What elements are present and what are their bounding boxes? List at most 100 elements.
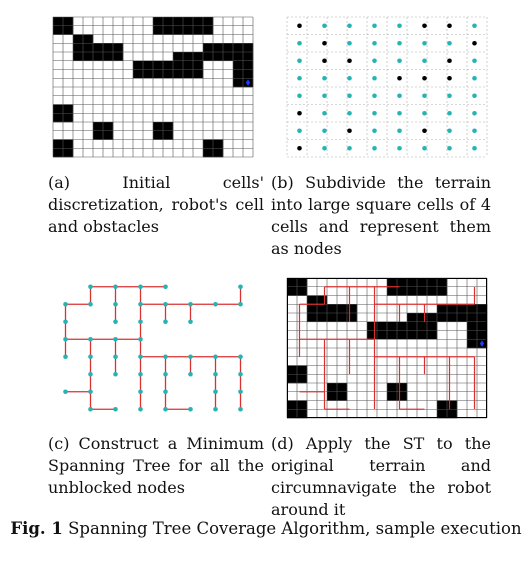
obstacle-cell [203, 43, 214, 53]
free-node [447, 128, 452, 134]
obstacle-cell [327, 313, 338, 323]
free-node [472, 128, 477, 134]
obstacle-cell [307, 295, 318, 305]
obstacle-cell [467, 330, 478, 340]
obstacle-cell [173, 52, 184, 62]
free-node [322, 75, 327, 81]
obstacle-cell [63, 25, 74, 35]
obstacle-cell [367, 321, 378, 331]
obstacle-cell [133, 69, 144, 79]
obstacle-cell [417, 321, 428, 331]
obstacle-cell [73, 34, 84, 44]
tree-node [88, 301, 93, 307]
tree-node [113, 284, 118, 290]
obstacle-cell [113, 52, 124, 62]
free-node [447, 40, 452, 46]
obstacle-cell [163, 122, 174, 132]
free-node [447, 145, 452, 151]
obstacle-cell [103, 52, 114, 62]
obstacle-cell [233, 60, 244, 70]
panel-b-nodes [286, 16, 488, 158]
obstacle-cell [447, 304, 458, 314]
panel-a-grid [52, 16, 254, 158]
tree-node [88, 406, 93, 412]
obstacle-cell [387, 391, 398, 401]
tree-node [138, 319, 143, 325]
free-node [397, 145, 402, 151]
obstacle-cell [183, 60, 194, 70]
tree-node [213, 354, 218, 360]
obstacle-cell [213, 148, 224, 158]
tree-node [138, 336, 143, 342]
tree-node [213, 406, 218, 412]
tree-node [188, 371, 193, 377]
robot-icon [479, 340, 485, 347]
obstacle-cell [347, 304, 358, 314]
free-node [322, 93, 327, 99]
tree-node [88, 389, 93, 395]
obstacle-cell [183, 17, 194, 27]
free-node [297, 58, 302, 64]
obstacle-cell [447, 313, 458, 323]
free-node [372, 110, 377, 116]
obstacle-cell [467, 304, 478, 314]
tree-node [163, 319, 168, 325]
obstacle-cell [477, 304, 488, 314]
free-node [397, 128, 402, 134]
blocked-node [322, 40, 327, 46]
obstacle-cell [173, 25, 184, 35]
blocked-node [322, 58, 327, 64]
blocked-node [297, 145, 302, 151]
obstacle-cell [163, 130, 174, 140]
tree-node [238, 354, 243, 360]
obstacle-cell [437, 278, 448, 288]
obstacle-cell [163, 25, 174, 35]
free-node [347, 75, 352, 81]
obstacle-cell [53, 104, 64, 114]
tree-node [63, 319, 68, 325]
obstacle-cell [63, 148, 74, 158]
obstacle-cell [437, 313, 448, 323]
free-node [322, 23, 327, 29]
obstacle-cell [407, 313, 418, 323]
free-node [372, 58, 377, 64]
tree-node [63, 389, 68, 395]
obstacle-cell [327, 391, 338, 401]
obstacle-cell [287, 286, 298, 296]
obstacle-cell [437, 409, 448, 419]
obstacle-cell [467, 321, 478, 331]
obstacle-cell [93, 43, 104, 53]
tree-node [113, 354, 118, 360]
obstacle-cell [163, 17, 174, 27]
obstacle-cell [193, 52, 204, 62]
obstacle-cell [417, 286, 428, 296]
robot-icon [245, 79, 251, 86]
free-node [397, 40, 402, 46]
obstacle-cell [447, 409, 458, 419]
obstacle-cell [337, 391, 348, 401]
obstacle-cell [233, 78, 244, 88]
obstacle-cell [347, 313, 358, 323]
blocked-node [297, 110, 302, 116]
obstacle-cell [397, 286, 408, 296]
free-node [297, 93, 302, 99]
obstacle-cell [73, 52, 84, 62]
obstacle-cell [243, 69, 254, 79]
obstacle-cell [287, 365, 298, 375]
blocked-node [422, 128, 427, 134]
obstacle-cell [63, 104, 74, 114]
free-node [322, 110, 327, 116]
free-node [422, 58, 427, 64]
obstacle-cell [163, 69, 174, 79]
tree-node [113, 336, 118, 342]
obstacle-cell [163, 60, 174, 70]
free-node [447, 110, 452, 116]
obstacle-cell [153, 17, 164, 27]
obstacle-cell [183, 25, 194, 35]
obstacle-cell [287, 400, 298, 410]
obstacle-cell [467, 313, 478, 323]
obstacle-cell [93, 122, 104, 132]
free-node [472, 93, 477, 99]
obstacle-cell [337, 383, 348, 393]
obstacle-cell [427, 330, 438, 340]
